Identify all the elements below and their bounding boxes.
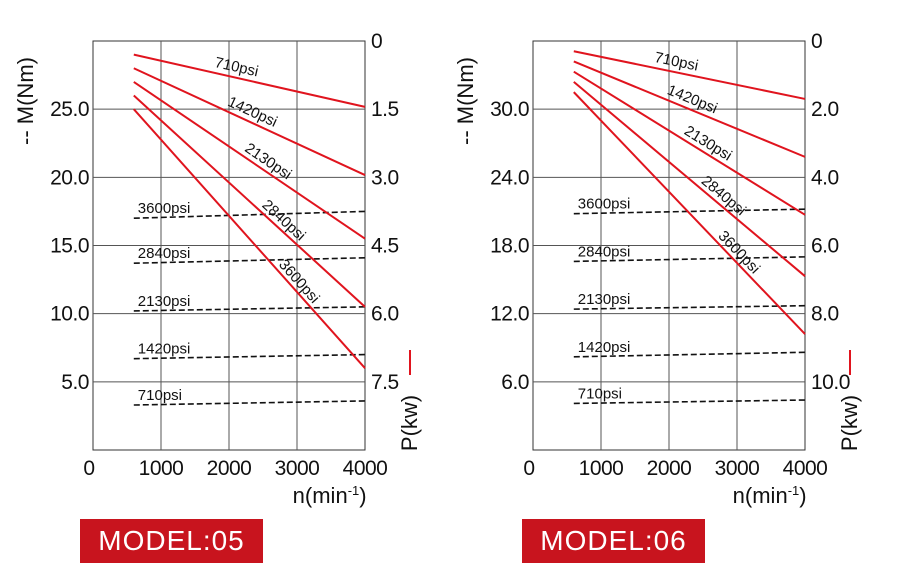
torque-line-1420psi: [573, 351, 806, 358]
x-tick-label: 1000: [139, 457, 184, 480]
torque-label-3600psi: 3600psi: [578, 196, 631, 213]
power-line-3600psi: [133, 108, 366, 369]
left-tick-label: 12.0: [490, 303, 529, 326]
x-tick-label: 3000: [715, 457, 760, 480]
power-label-1420psi: 1420psi: [225, 93, 280, 130]
right-tick-label: 6.0: [811, 235, 839, 258]
power-line-1420psi: [133, 67, 366, 176]
right-tick-label: 6.0: [371, 303, 399, 326]
power-line-3600psi: [573, 91, 806, 335]
left-tick-label: 5.0: [61, 371, 89, 394]
x-tick-label: 0: [83, 457, 94, 480]
power-label-2840psi: 2840psi: [259, 196, 309, 244]
left-tick-label: 24.0: [490, 166, 529, 189]
right-tick-label: 4.5: [371, 235, 399, 258]
left-tick-label: 15.0: [50, 235, 89, 258]
torque-label-710psi: 710psi: [138, 387, 182, 404]
power-line-2840psi: [133, 94, 366, 308]
right-tick-label: 2.0: [811, 98, 839, 121]
power-line-2130psi: [133, 81, 366, 240]
power-label-710psi: 710psi: [653, 49, 700, 75]
torque-line-2130psi: [573, 304, 806, 310]
x-axis-label: n(min-1): [293, 483, 367, 508]
left-axis-label: -- M(Nm): [13, 57, 38, 145]
torque-line-710psi: [573, 399, 806, 405]
torque-label-3600psi: 3600psi: [138, 200, 191, 217]
right-tick-label: 4.0: [811, 166, 839, 189]
torque-label-710psi: 710psi: [578, 385, 622, 402]
right-tick-label: 0: [371, 30, 382, 53]
right-tick-label: 0: [811, 30, 822, 53]
right-axis-label: P(kw): [397, 395, 422, 451]
left-tick-label: 18.0: [490, 235, 529, 258]
x-tick-label: 4000: [343, 457, 388, 480]
right-tick-label: 8.0: [811, 303, 839, 326]
right-tick-label: 7.5: [371, 371, 399, 394]
left-tick-label: 25.0: [50, 98, 89, 121]
torque-label-2130psi: 2130psi: [578, 291, 631, 308]
left-tick-label: 6.0: [501, 371, 529, 394]
torque-label-1420psi: 1420psi: [138, 341, 191, 358]
power-label-3600psi: 3600psi: [275, 256, 323, 307]
right-tick-label: 10.0: [811, 371, 850, 394]
torque-label-2840psi: 2840psi: [138, 245, 191, 262]
torque-line-2840psi: [573, 256, 806, 263]
power-label-710psi: 710psi: [213, 54, 260, 80]
left-axis-label: -- M(Nm): [453, 57, 478, 145]
left-tick-label: 30.0: [490, 98, 529, 121]
left-tick-label: 10.0: [50, 303, 89, 326]
power-label-2840psi: 2840psi: [698, 172, 749, 219]
torque-line-2840psi: [133, 256, 366, 265]
torque-line-3600psi: [573, 208, 806, 215]
left-tick-label: 20.0: [50, 166, 89, 189]
torque-line-2130psi: [133, 306, 366, 312]
power-line-2130psi: [573, 70, 806, 216]
x-tick-label: 1000: [579, 457, 624, 480]
x-tick-label: 2000: [647, 457, 692, 480]
power-line-710psi: [573, 50, 806, 100]
power-label-1420psi: 1420psi: [665, 82, 720, 118]
torque-line-710psi: [133, 400, 366, 406]
model-05-badge: MODEL:05: [80, 519, 263, 563]
x-tick-label: 0: [523, 457, 534, 480]
power-line-2840psi: [573, 81, 806, 277]
right-axis-label: P(kw): [837, 395, 862, 451]
x-axis-label: n(min-1): [733, 483, 807, 508]
chart-m06: 30.0 24.0 18.0 12.0 6.0 0 1000 2000 3000 4000 0 2.0…: [453, 30, 862, 508]
model-06-badge: MODEL:06: [522, 519, 705, 563]
torque-label-1420psi: 1420psi: [578, 339, 631, 356]
power-line-710psi: [133, 53, 366, 108]
x-tick-label: 4000: [783, 457, 828, 480]
chart-m05: 25.0 20.0 15.0 10.0 5.0 0 1000 2000 3000 4000 0 1.5…: [13, 30, 422, 508]
right-tick-label: 1.5: [371, 98, 399, 121]
x-tick-label: 3000: [275, 457, 320, 480]
x-tick-label: 2000: [207, 457, 252, 480]
torque-label-2130psi: 2130psi: [138, 293, 191, 310]
power-line-1420psi: [573, 60, 806, 158]
right-tick-label: 3.0: [371, 166, 399, 189]
torque-label-2840psi: 2840psi: [578, 243, 631, 260]
torque-line-1420psi: [133, 353, 366, 360]
